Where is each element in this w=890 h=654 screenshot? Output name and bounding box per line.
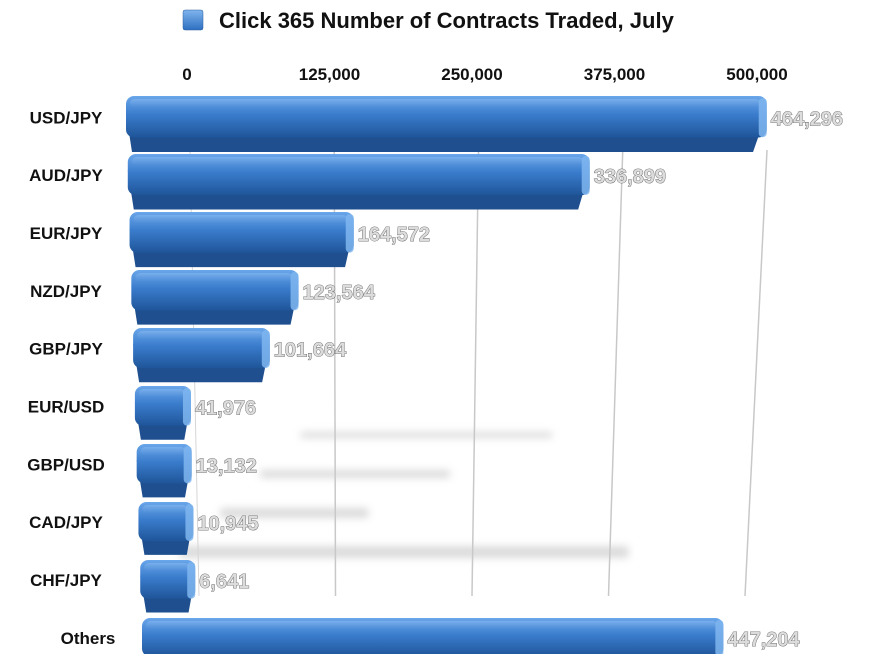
bar-end-cap: [183, 446, 192, 484]
bar-highlight: [146, 621, 718, 630]
category-label: CAD/JPY: [29, 513, 103, 532]
x-tick-label: 125,000: [299, 65, 360, 84]
floor-shadow: [220, 508, 369, 518]
category-label: EUR/JPY: [30, 224, 103, 243]
value-label: 447,204: [727, 629, 800, 651]
bars: [126, 96, 767, 654]
bar-highlight: [138, 389, 185, 398]
value-label: 101,664: [274, 340, 347, 362]
bar: [131, 270, 299, 325]
bar: [127, 154, 590, 210]
bar-end-cap: [185, 504, 194, 542]
x-axis-ticks: 0 125,000 250,000 375,000 500,000: [182, 65, 787, 84]
category-label: GBP/USD: [27, 455, 104, 474]
category-label: NZD/JPY: [30, 282, 102, 301]
category-label: USD/JPY: [30, 108, 103, 127]
category-label: EUR/USD: [28, 397, 105, 416]
value-label: 164,572: [358, 224, 430, 246]
bar: [138, 502, 194, 555]
bar-highlight: [142, 505, 188, 514]
bar-highlight: [130, 99, 761, 108]
value-label: 10,945: [197, 513, 258, 535]
category-label: AUD/JPY: [29, 166, 103, 185]
bar-highlight: [137, 331, 264, 340]
bar-highlight: [135, 273, 293, 282]
category-label: Others: [61, 629, 116, 648]
bar: [142, 618, 724, 654]
bar-end-cap: [581, 156, 590, 195]
bar-highlight: [140, 447, 186, 456]
bar: [126, 96, 767, 152]
bar-highlight: [131, 157, 584, 166]
legend-swatch: [182, 9, 204, 31]
bar-end-cap: [261, 330, 270, 368]
gridline: [607, 149, 624, 597]
floor-shadow: [260, 470, 451, 478]
bar-highlight: [144, 563, 190, 572]
bar-end-cap: [715, 620, 724, 654]
category-label: CHF/JPY: [30, 571, 102, 590]
bar-end-cap: [187, 562, 196, 599]
gridline: [744, 149, 768, 597]
bar-highlight: [133, 215, 348, 224]
bar-end-cap: [182, 388, 191, 426]
bar: [133, 328, 270, 383]
floor-shadow: [180, 546, 629, 558]
x-tick-label: 375,000: [584, 65, 645, 84]
bar-end-cap: [290, 272, 299, 311]
x-tick-label: 500,000: [726, 65, 787, 84]
floor-shadows: [180, 432, 629, 558]
value-label: 336,899: [594, 166, 666, 188]
value-label: 13,132: [196, 455, 257, 477]
bar-end-cap: [758, 98, 767, 138]
category-label: GBP/JPY: [29, 340, 103, 359]
bar: [129, 212, 354, 268]
x-tick-label: 250,000: [441, 65, 502, 84]
value-label: 41,976: [195, 397, 256, 419]
legend: Click 365 Number of Contracts Traded, Ju…: [182, 8, 675, 33]
chart-title: Click 365 Number of Contracts Traded, Ju…: [219, 8, 675, 33]
value-label: 123,564: [303, 282, 376, 304]
value-label: 6,641: [199, 571, 249, 593]
bar: [134, 386, 191, 440]
category-labels: USD/JPY AUD/JPY EUR/JPY NZD/JPY GBP/JPY EUR/U…: [27, 108, 115, 647]
gridline: [471, 149, 480, 597]
bar-end-cap: [345, 214, 354, 253]
value-labels: 464,296 336,899 164,572 123,564 101,664 41,97…: [195, 108, 844, 651]
floor-shadow: [300, 432, 553, 438]
bar: [136, 444, 192, 498]
bar: [140, 560, 196, 613]
value-label: 464,296: [771, 108, 843, 130]
x-tick-label: 0: [182, 65, 191, 84]
